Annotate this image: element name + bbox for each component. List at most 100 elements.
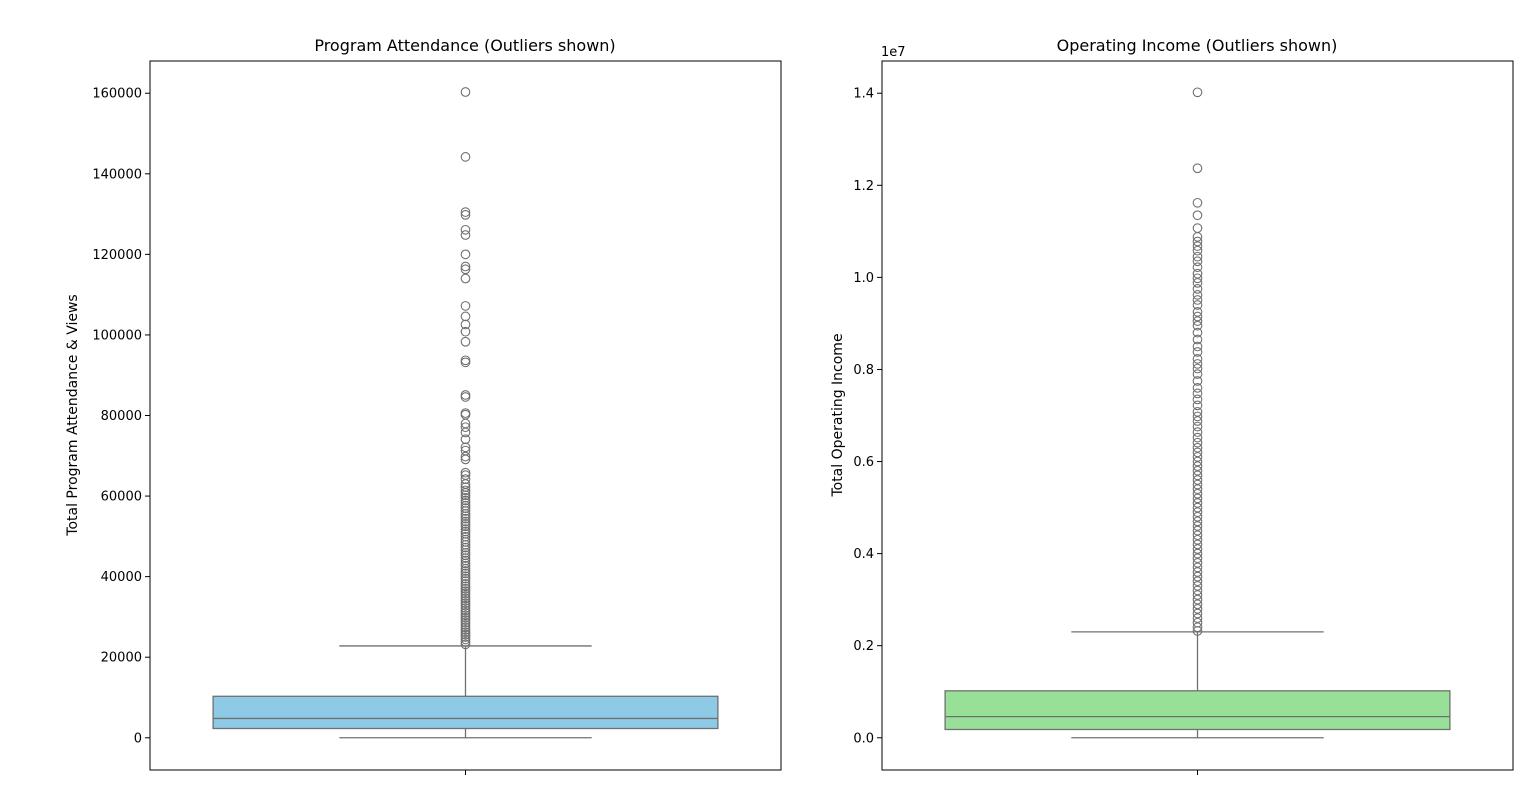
outlier-point [460, 579, 471, 589]
outlier-point [1192, 437, 1203, 448]
outlier-point [460, 568, 471, 579]
outlier-point [460, 560, 471, 571]
outlier-point [1192, 507, 1203, 518]
outlier-point [1192, 369, 1203, 379]
outlier-point [460, 588, 471, 599]
outlier-point [460, 207, 471, 217]
y-tick-label: 140000 [92, 167, 142, 182]
outlier-point [1192, 553, 1203, 564]
outlier-point [1192, 479, 1203, 490]
outlier-point [460, 521, 471, 532]
outlier-point [1192, 465, 1203, 476]
outlier-point [1192, 475, 1203, 485]
y-tick-label: 0.4 [853, 547, 874, 562]
outlier-point [460, 548, 471, 558]
chart-panel-attendance: Program Attendance (Outliers shown) Tota… [65, 36, 782, 775]
outlier-point [460, 586, 471, 596]
y-tick-label: 0 [134, 731, 142, 746]
outlier-point [460, 454, 471, 465]
y-tick-label: 1.4 [853, 87, 874, 102]
outlier-point [1192, 484, 1203, 495]
outlier-point [460, 615, 471, 625]
outlier-point [460, 319, 471, 330]
outlier-point [1192, 406, 1203, 417]
y-tick-label: 0.6 [853, 455, 874, 470]
outlier-point [1192, 307, 1203, 317]
plot-frame [149, 60, 782, 771]
plot-area: 0.0 0.2 0.4 0.6 0.8 1.0 1.2 1.4 [853, 60, 1514, 775]
outlier-point [460, 524, 471, 534]
plot-frame [881, 60, 1514, 771]
outlier-point [460, 152, 471, 162]
outlier-point [1192, 251, 1203, 262]
outlier-point [1192, 452, 1203, 462]
outlier-point [1192, 622, 1203, 633]
outlier-point [460, 583, 471, 594]
outlier-point [1192, 580, 1203, 591]
outlier-point [1192, 585, 1203, 596]
outlier-point [460, 495, 471, 506]
outlier-point [1192, 268, 1203, 279]
outlier-point [460, 506, 471, 516]
outlier-point [460, 301, 471, 311]
outlier-point [1192, 256, 1203, 267]
outlier-point [460, 563, 471, 574]
outlier-point [1192, 388, 1203, 399]
outlier-point [1192, 521, 1203, 531]
outlier-point [460, 566, 471, 576]
outlier-point [1192, 210, 1203, 221]
outlier-point [1192, 442, 1203, 453]
outlier-point [460, 593, 471, 604]
outlier-point [460, 390, 471, 400]
axis-offset-text: 1e7 [881, 45, 906, 60]
outlier-point [1192, 557, 1203, 568]
outlier-point [460, 487, 471, 498]
y-axis-label: Total Operating Income [830, 333, 846, 497]
outlier-point [1192, 316, 1203, 326]
outlier-point [1192, 262, 1203, 273]
outlier-point [1192, 232, 1203, 242]
outlier-point [460, 617, 471, 628]
outlier-point [460, 603, 471, 613]
outlier-point [1192, 470, 1203, 481]
outlier-point [1192, 427, 1203, 437]
outlier-point [1192, 163, 1203, 174]
outlier-point [460, 542, 471, 553]
outlier-point [460, 513, 471, 524]
chart-panel-income: Operating Income (Outliers shown) Total … [830, 36, 1514, 775]
outlier-point [460, 516, 471, 527]
outlier-point [1192, 311, 1203, 322]
outlier-point [1192, 363, 1203, 374]
outlier-point [1192, 516, 1203, 527]
outlier-point [1192, 347, 1203, 357]
outlier-point [1192, 447, 1203, 458]
outlier-point [1192, 359, 1203, 369]
outlier-point [1192, 411, 1203, 422]
outlier-point [1192, 626, 1203, 636]
outlier-point [1192, 567, 1203, 577]
outlier-point [1192, 525, 1203, 536]
outlier-point [1192, 571, 1203, 582]
outlier-point [1192, 334, 1203, 345]
outlier-point [1192, 590, 1203, 600]
outlier-point [1192, 300, 1203, 310]
outlier-point [460, 624, 471, 635]
outlier-point [1192, 511, 1203, 522]
outlier-point [1192, 594, 1203, 605]
outlier-point [460, 467, 471, 478]
outlier-point [1192, 236, 1203, 247]
outlier-point [460, 581, 471, 592]
outlier-point [460, 355, 471, 366]
outlier-point [1192, 456, 1203, 467]
y-axis-label: Total Program Attendance & Views [65, 294, 81, 536]
y-tick-label: 60000 [101, 490, 142, 505]
outlier-point [1192, 548, 1203, 559]
outlier-point [1192, 223, 1203, 233]
outlier-point [1192, 354, 1203, 364]
y-tick-label: 160000 [92, 87, 142, 102]
outlier-point [460, 490, 471, 501]
outlier-point [1192, 613, 1203, 623]
outlier-point [1192, 327, 1203, 338]
outlier-point [460, 627, 471, 638]
outlier-point [460, 508, 471, 519]
